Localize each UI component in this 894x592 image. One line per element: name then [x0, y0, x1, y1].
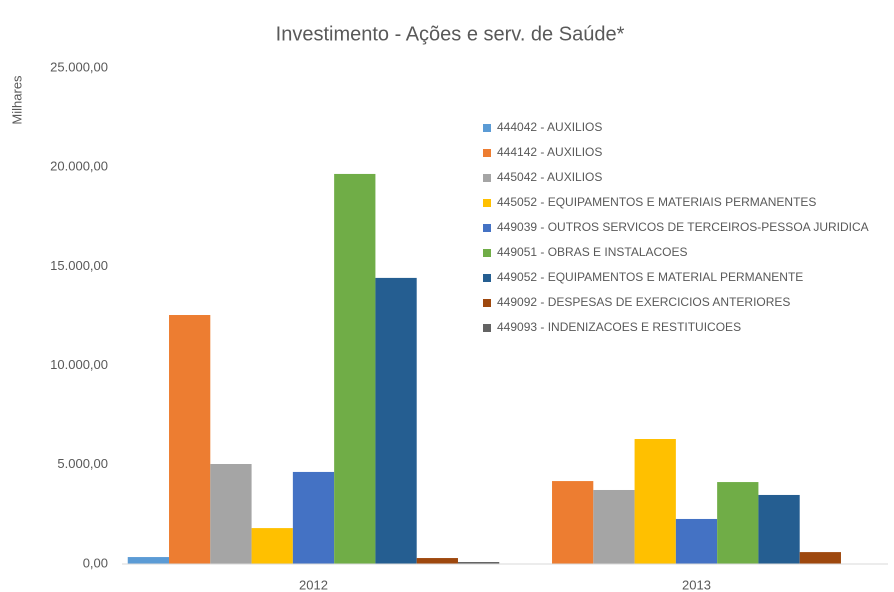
y-axis-label: Milhares	[9, 75, 24, 125]
bar	[634, 439, 676, 564]
bar	[375, 277, 417, 564]
legend-text: 449051 - OBRAS E INSTALACOES	[497, 245, 688, 259]
bar	[210, 464, 252, 564]
bar	[292, 471, 335, 564]
legend-text: 449092 - DESPESAS DE EXERCICIOS ANTERIOR…	[497, 295, 790, 309]
bar	[334, 173, 376, 564]
legend-text: 449093 - INDENIZACOES E RESTITUICOES	[497, 320, 741, 334]
y-tick-label: 5.000,00	[57, 456, 108, 471]
x-tick-label: 2013	[682, 577, 711, 592]
bar	[251, 528, 293, 564]
y-tick-label: 20.000,00	[50, 159, 108, 174]
legend-text: 449039 - OUTROS SERVICOS DE TERCEIROS-PE…	[497, 220, 869, 234]
legend-text: 444042 - AUXILIOS	[497, 120, 602, 134]
legend-text: 445052 - EQUIPAMENTOS E MATERIAIS PERMAN…	[497, 195, 816, 209]
legend-swatch	[483, 224, 491, 232]
bar	[593, 489, 635, 564]
legend-swatch	[483, 149, 491, 157]
legend-swatch	[483, 174, 491, 182]
legend-text: 449052 - EQUIPAMENTOS E MATERIAL PERMANE…	[497, 270, 803, 284]
legend-swatch	[483, 324, 491, 332]
legend-swatch	[483, 199, 491, 207]
legend-swatch	[483, 299, 491, 307]
legend-swatch	[483, 274, 491, 282]
y-tick-label: 25.000,00	[50, 59, 108, 74]
bar	[799, 552, 841, 564]
legend-swatch	[483, 124, 491, 132]
y-tick-label: 15.000,00	[50, 258, 108, 273]
y-tick-label: 10.000,00	[50, 357, 108, 372]
bar	[169, 315, 211, 564]
x-tick-label: 2012	[299, 577, 328, 592]
bar	[416, 558, 458, 564]
bar	[675, 518, 718, 564]
bar	[758, 494, 800, 564]
y-tick-label: 0,00	[83, 555, 108, 570]
chart-title: Investimento - Ações e serv. de Saúde*	[276, 23, 625, 45]
legend-swatch	[483, 249, 491, 257]
legend-text: 445042 - AUXILIOS	[497, 170, 602, 184]
bar	[717, 482, 759, 564]
bar	[552, 481, 594, 564]
bar	[127, 557, 170, 564]
bar	[457, 562, 500, 564]
legend-text: 444142 - AUXILIOS	[497, 145, 602, 159]
